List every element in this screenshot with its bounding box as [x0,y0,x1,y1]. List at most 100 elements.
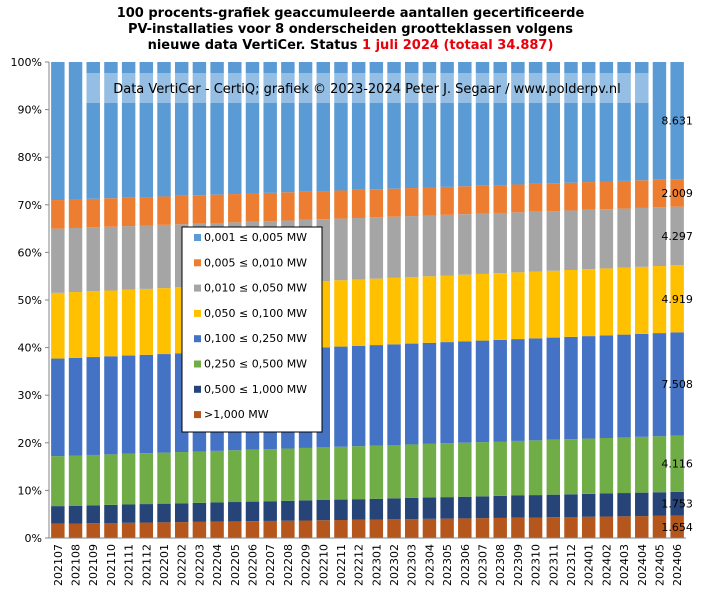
legend-swatch-1 [194,259,201,267]
bar-segment-202404-s5 [635,207,649,267]
bar-segment-202309-s6 [511,184,525,213]
bar-segment-202111-s7 [121,62,136,198]
legend-label-7: >1,000 MW [204,408,269,421]
bar-segment-202301-s3 [369,345,384,446]
bar-segment-202203-s1 [192,502,207,522]
legend-swatch-0 [194,234,201,241]
x-tick-label-202304: 202304 [423,544,436,586]
bar-segment-202109-s6 [86,198,100,228]
bar-segment-202108-s1 [68,505,83,524]
bar-segment-202406-s7 [670,62,684,180]
x-tick-label-202202: 202202 [176,544,189,586]
bar-segment-202210-s0 [316,520,330,538]
bar-segment-202311-s3 [546,337,561,440]
bar-segment-202306-s3 [458,341,472,443]
bar-segment-202107-s0 [51,523,65,538]
x-tick-label-202109: 202109 [87,544,100,586]
bar-segment-202305-s3 [440,342,454,444]
bar-segment-202201-s5 [157,224,171,289]
bar-segment-202108-s6 [68,199,83,228]
bar-segment-202302-s6 [387,188,401,217]
bar-segment-202108-s2 [68,455,83,506]
bar-segment-202312-s1 [564,494,578,518]
bar-segment-202310-s3 [528,338,543,441]
bar-segment-202201-s1 [157,503,171,523]
bar-segment-202212-s0 [351,519,366,538]
bar-segment-202406-s5 [670,206,684,266]
bar-segment-202304-s5 [422,215,437,277]
data-label-4: 4.919 [661,293,693,306]
bar-segment-202312-s6 [564,182,578,211]
bar-segment-202112-s2 [139,453,154,505]
bar-segment-202405-s3 [652,333,667,437]
x-tick-label-202405: 202405 [653,544,666,586]
bar-segment-202301-s1 [369,498,384,520]
bar-segment-202108-s5 [68,227,83,293]
data-label-3: 7.508 [661,378,693,391]
bar-segment-202406-s4 [670,265,684,333]
bar-segment-202305-s4 [440,275,454,343]
x-tick-label-202210: 202210 [317,544,330,586]
bar-segment-202212-s3 [351,345,366,447]
bar-segment-202206-s2 [245,449,260,502]
bar-segment-202307-s7 [475,62,490,186]
bar-segment-202309-s4 [511,272,525,340]
bar-segment-202308-s7 [493,62,507,186]
x-tick-label-202201: 202201 [158,544,171,586]
x-tick-label-202112: 202112 [140,544,153,586]
bar-segment-202406-s2 [670,435,684,492]
bar-segment-202110-s2 [104,454,118,505]
x-tick-label-202307: 202307 [477,544,490,586]
bar-segment-202111-s0 [121,522,136,538]
bar-segment-202210-s6 [316,191,330,220]
x-tick-label-202111: 202111 [123,544,136,586]
bar-segment-202302-s4 [387,277,401,345]
bar-segment-202309-s0 [511,517,525,538]
bar-segment-202211-s3 [334,346,348,447]
bar-segment-202211-s1 [334,499,348,521]
bar-segment-202308-s6 [493,185,507,213]
bar-segment-202404-s2 [635,436,649,493]
bar-segment-202405-s5 [652,207,667,267]
bar-segment-202205-s1 [228,502,242,522]
bar-segment-202209-s1 [298,500,313,521]
bar-segment-202207-s6 [263,192,277,222]
bar-segment-202308-s1 [493,495,507,518]
bar-segment-202309-s2 [511,440,525,496]
bar-segment-202402-s1 [599,493,614,517]
bar-segment-202401-s0 [581,516,596,538]
bar-segment-202203-s0 [192,521,207,538]
bar-segment-202212-s1 [351,499,366,520]
bar-segment-202304-s2 [422,443,437,498]
bar-segment-202308-s0 [493,517,507,538]
bar-segment-202309-s5 [511,212,525,273]
legend-label-3: 0,050 ≤ 0,100 MW [204,307,307,320]
y-tick-label-0pct: 0% [25,532,42,545]
bar-segment-202304-s1 [422,497,437,519]
bar-segment-202211-s5 [334,218,348,281]
x-tick-label-202205: 202205 [229,544,242,586]
bar-segment-202211-s7 [334,62,348,191]
title-line-3-prefix: nieuwe data VertiCer. Status [147,38,358,53]
bar-segment-202306-s7 [458,62,472,187]
x-tick-label-202110: 202110 [105,544,118,586]
bar-segment-202204-s6 [210,194,224,223]
y-tick-label-100pct: 100% [11,56,42,69]
bar-segment-202404-s7 [635,62,649,181]
bar-segment-202302-s0 [387,519,401,538]
bar-segment-202201-s3 [157,354,171,453]
title-line-1: 100 procents-grafiek geaccumuleerde aant… [116,6,585,21]
bar-segment-202301-s5 [369,217,384,279]
bar-segment-202209-s0 [298,520,313,538]
bar-segment-202305-s7 [440,62,454,187]
y-tick-label-20pct: 20% [18,437,42,450]
bar-segment-202301-s0 [369,519,384,538]
bar-segment-202108-s0 [68,523,83,538]
bar-segment-202406-s1 [670,491,684,516]
bar-segment-202110-s1 [104,504,118,524]
x-tick-label-202305: 202305 [441,544,454,586]
bar-segment-202109-s2 [86,454,100,506]
bar-segment-202109-s1 [86,505,100,524]
bar-segment-202307-s3 [475,340,490,443]
bar-segment-202404-s4 [635,266,649,334]
